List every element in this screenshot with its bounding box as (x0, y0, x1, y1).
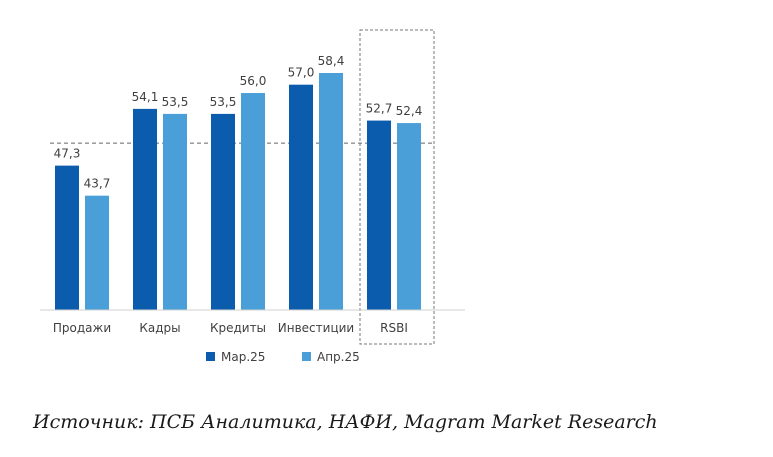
legend: Мар.25 Апр.25 (206, 350, 360, 364)
bar-chart: 47,343,754,1 53,5 53,556,057,058,452,7 52,4… (40, 29, 465, 364)
bar-mar-0 (55, 165, 79, 310)
bar-mar-2 (211, 113, 235, 311)
bar-mar-3 (289, 84, 313, 310)
bar-apr-4 (397, 123, 421, 310)
bar-apr-0 (85, 195, 109, 310)
legend-swatch-apr (302, 352, 311, 361)
value-label-mar-1: 54,1 (132, 90, 159, 104)
legend-label-mar: Мар.25 (221, 350, 265, 364)
legend-swatch-mar (206, 352, 215, 361)
value-label-mar-2: 53,5 (210, 95, 237, 109)
bar-apr-3 (319, 73, 343, 310)
category-label-3: Инвестиции (278, 321, 354, 335)
bar-apr-1 (163, 113, 187, 311)
value-label-apr-3: 58,4 (318, 54, 345, 68)
value-label-apr-4: 52,4 (396, 104, 423, 118)
legend-label-apr: Апр.25 (317, 350, 360, 364)
value-label-apr-0: 43,7 (84, 177, 111, 191)
bar-mar-4 (367, 120, 391, 311)
category-label-0: Продажи (53, 321, 111, 335)
bar-apr-2 (241, 93, 265, 310)
category-label-4: RSBI (380, 321, 408, 335)
category-label-1: Кадры (139, 321, 180, 335)
bar-mar-1 (133, 108, 157, 310)
value-label-mar-3: 57,0 (288, 66, 315, 80)
source-caption: Источник: ПСБ Аналитика, НАФИ, Magram Ma… (33, 411, 658, 433)
value-label-mar-4: 52,7 (366, 102, 393, 116)
rsbi-highlight-box (359, 29, 435, 345)
category-label-2: Кредиты (210, 321, 266, 335)
value-label-apr-1: 53,5 (162, 95, 189, 109)
value-label-mar-0: 47,3 (54, 147, 81, 161)
value-label-apr-2: 56,0 (240, 74, 267, 88)
